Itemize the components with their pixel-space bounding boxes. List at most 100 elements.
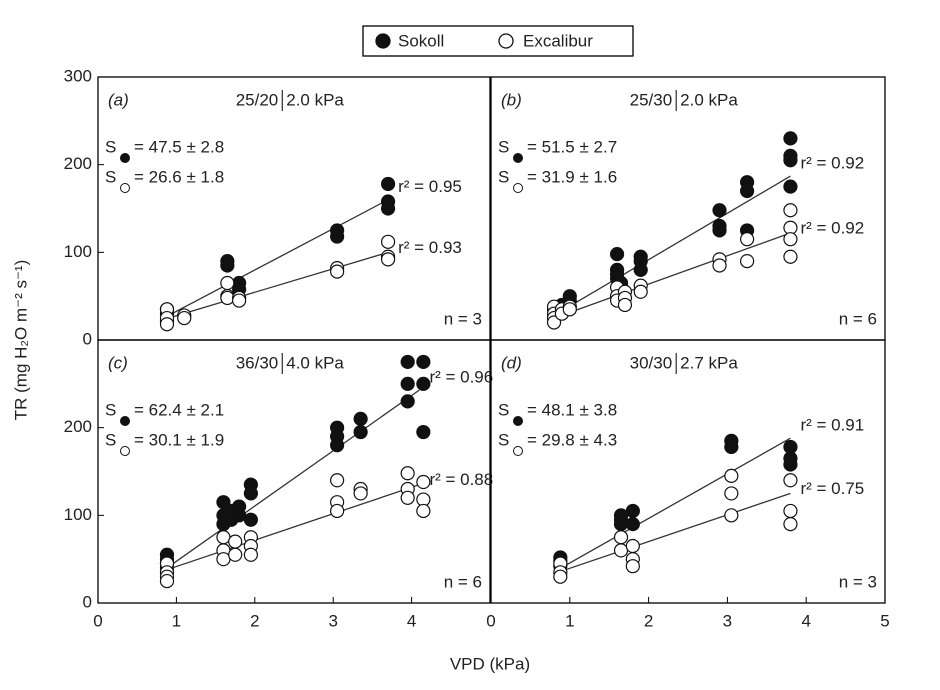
data-point xyxy=(625,538,640,554)
slope-label: = 29.8 ± 4.3 xyxy=(527,430,617,449)
fit-line xyxy=(557,492,791,573)
data-point xyxy=(416,354,431,370)
data-point xyxy=(416,503,431,519)
slope-marker xyxy=(120,153,130,163)
data-point xyxy=(353,411,368,426)
slope-symbol: S xyxy=(498,137,509,156)
data-point xyxy=(380,234,396,249)
data-point xyxy=(783,516,798,532)
data-point xyxy=(546,315,562,330)
data-point xyxy=(243,512,258,527)
fit-line xyxy=(168,199,389,317)
slope-marker xyxy=(513,416,523,426)
y-tick-label: 100 xyxy=(64,242,92,261)
x-tick-label: 1 xyxy=(172,611,181,630)
data-point xyxy=(416,474,431,490)
fit-line xyxy=(166,389,420,569)
data-point xyxy=(783,249,798,264)
data-point xyxy=(400,466,415,481)
fit-line xyxy=(553,232,791,319)
data-point xyxy=(783,457,798,472)
data-point xyxy=(243,486,258,501)
panel-label: (c) xyxy=(108,353,128,372)
data-point xyxy=(330,438,345,453)
data-point xyxy=(783,503,798,519)
data-point xyxy=(625,503,640,519)
x-axis-label: VPD (kPa) xyxy=(450,654,530,673)
data-point xyxy=(416,424,431,440)
slope-symbol: S xyxy=(105,167,116,186)
y-tick-label: 0 xyxy=(83,592,92,611)
data-point xyxy=(783,203,798,218)
y-axis-label: TR (mg H₂O m⁻² s⁻¹) xyxy=(11,260,30,421)
data-point xyxy=(562,302,577,317)
plot-frame xyxy=(97,339,491,604)
data-point xyxy=(159,573,175,589)
slope-label: = 62.4 ± 2.1 xyxy=(134,400,224,419)
legend-box xyxy=(362,25,634,57)
data-point xyxy=(159,317,175,332)
r2-label: r² = 0.96 xyxy=(429,367,493,386)
data-point xyxy=(613,516,629,532)
fit-line xyxy=(557,437,791,571)
slope-marker xyxy=(513,446,523,456)
data-point xyxy=(739,254,755,269)
data-point xyxy=(617,297,633,313)
data-point xyxy=(228,547,243,562)
r2-label: r² = 0.92 xyxy=(800,219,864,238)
data-point xyxy=(712,203,727,218)
fit-line xyxy=(166,484,420,571)
data-point xyxy=(177,310,192,326)
slope-symbol: S xyxy=(498,400,509,419)
slope-symbol: S xyxy=(498,430,509,449)
data-point xyxy=(724,508,739,523)
vpd-label: 2.7 kPa xyxy=(680,353,738,372)
data-point xyxy=(220,275,235,291)
n-label: n = 6 xyxy=(839,309,877,328)
vpd-label: 2.0 kPa xyxy=(680,90,738,109)
panel-label: (b) xyxy=(501,90,522,109)
data-point xyxy=(712,258,727,273)
y-tick-label: 200 xyxy=(64,154,92,173)
slope-label: = 31.9 ± 1.6 xyxy=(527,167,617,186)
data-point xyxy=(416,376,431,391)
data-point xyxy=(783,131,798,146)
y-tick-label: 300 xyxy=(64,66,92,85)
data-point xyxy=(783,179,798,194)
legend-label: Excalibur xyxy=(523,31,593,50)
slope-label: = 51.5 ± 2.7 xyxy=(527,137,617,156)
data-point xyxy=(216,530,231,545)
data-point xyxy=(330,503,345,519)
data-point xyxy=(380,252,396,267)
plot-frame xyxy=(490,339,886,604)
y-tick-label: 100 xyxy=(64,505,92,524)
data-point xyxy=(400,490,415,505)
x-tick-label: 2 xyxy=(250,611,259,630)
y-tick-label: 0 xyxy=(83,329,92,348)
condition-label: 30/30 xyxy=(630,353,673,372)
slope-label: = 47.5 ± 2.8 xyxy=(134,137,224,156)
data-point xyxy=(220,258,235,273)
data-point xyxy=(625,559,640,574)
data-point xyxy=(633,284,648,299)
data-point xyxy=(232,508,247,523)
data-point xyxy=(228,534,243,549)
r2-label: r² = 0.92 xyxy=(800,154,864,173)
data-point xyxy=(613,530,629,545)
data-point xyxy=(712,223,727,238)
x-tick-label: 0 xyxy=(486,611,495,630)
data-point xyxy=(609,246,625,262)
r2-label: r² = 0.88 xyxy=(429,470,493,489)
data-point xyxy=(232,293,247,308)
r2-label: r² = 0.95 xyxy=(398,177,462,196)
data-point xyxy=(243,547,258,562)
data-point xyxy=(739,232,755,247)
data-point xyxy=(739,183,755,199)
slope-marker xyxy=(120,446,130,456)
r2-label: r² = 0.75 xyxy=(800,479,864,498)
x-tick-label: 4 xyxy=(407,611,416,630)
data-point xyxy=(353,486,368,501)
x-tick-label: 2 xyxy=(644,611,653,630)
x-tick-label: 4 xyxy=(801,611,810,630)
n-label: n = 6 xyxy=(444,572,482,591)
